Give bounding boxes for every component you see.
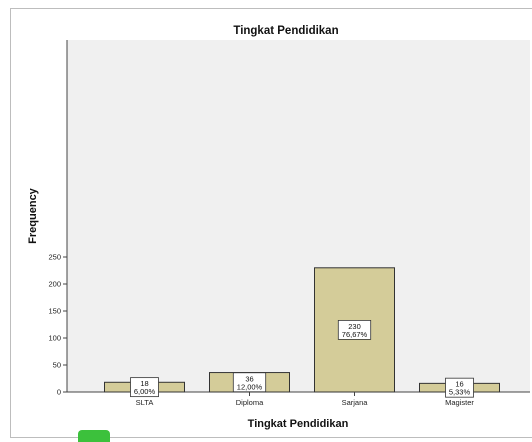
- x-axis-ticks: SLTA Diploma Sarjana Magister: [136, 392, 474, 407]
- y-tick-label: 100: [48, 334, 61, 343]
- chart-title: Tingkat Pendidikan: [233, 25, 338, 37]
- plot-area: [67, 40, 530, 392]
- y-tick-label: 200: [48, 280, 61, 289]
- data-label-count: 230: [348, 322, 361, 331]
- data-label-box: [232, 372, 267, 393]
- x-axis-title: Tingkat Pendidikan: [248, 418, 349, 430]
- y-tick-label: 50: [53, 361, 61, 370]
- y-tick-label: 150: [48, 307, 61, 316]
- data-label-percent: 6,00%: [134, 387, 156, 396]
- data-label-percent: 12,00%: [237, 382, 263, 391]
- y-axis-ticks: 0 50 100 150 200 250: [48, 253, 67, 397]
- x-tick-label: Diploma: [236, 398, 264, 407]
- data-label-percent: 5,33%: [449, 388, 471, 397]
- x-tick-label: SLTA: [136, 398, 154, 407]
- data-label-count: 36: [245, 374, 253, 383]
- y-axis-title: Frequency: [27, 187, 39, 244]
- y-tick-label: 0: [57, 388, 61, 397]
- x-tick-label: Sarjana: [342, 398, 369, 407]
- data-label-box: [445, 377, 474, 398]
- data-label-count: 16: [455, 380, 463, 389]
- data-label-box: [337, 319, 372, 340]
- data-label-percent: 76,67%: [342, 330, 368, 339]
- y-tick-label: 250: [48, 253, 61, 262]
- data-label-box: [130, 377, 159, 398]
- x-tick-label: Magister: [445, 398, 474, 407]
- data-label-count: 18: [140, 379, 148, 388]
